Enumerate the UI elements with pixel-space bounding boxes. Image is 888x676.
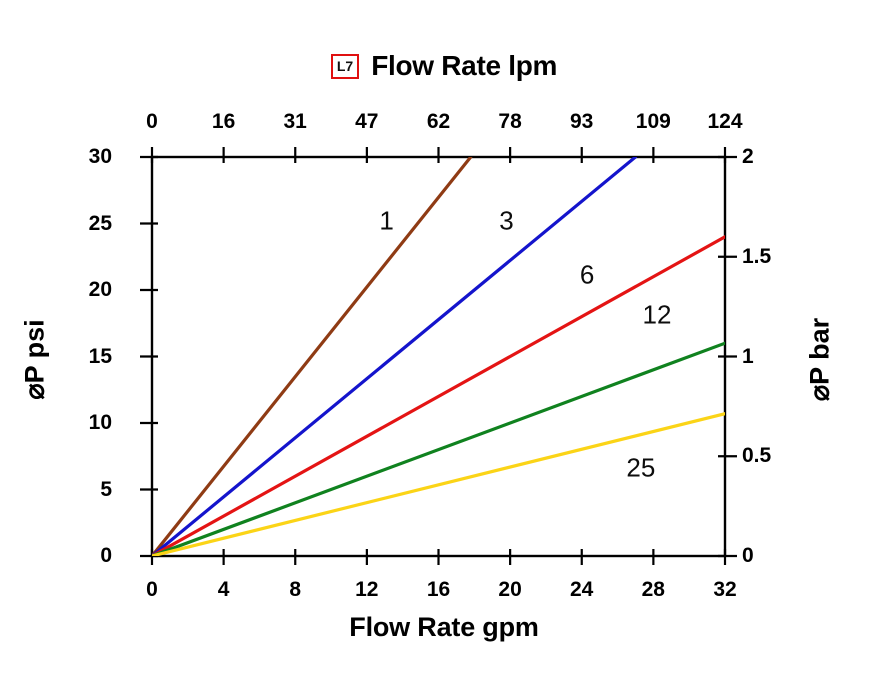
curve-3	[152, 157, 638, 556]
left-ticklabel: 0	[100, 544, 112, 567]
top-ticklabel: 124	[707, 110, 743, 133]
curve-6	[152, 235, 725, 556]
left-ticklabel: 30	[88, 145, 112, 168]
l7-badge: L7	[330, 53, 360, 79]
curve-label-3: 3	[499, 205, 514, 236]
curve-12	[152, 341, 725, 556]
top-axis-title: Flow Rate lpm	[371, 50, 558, 81]
right-ticklabel: 0.5	[742, 444, 772, 468]
bottom-ticklabel: 28	[641, 578, 665, 601]
bottom-ticklabel: 12	[355, 578, 379, 601]
right-ticklabel: 1	[742, 344, 754, 368]
curve-25	[152, 412, 725, 556]
right-ticklabel: 2	[742, 145, 754, 168]
top-ticklabel: 47	[355, 110, 379, 133]
curve-label-6: 6	[579, 259, 595, 290]
left-ticklabel: 5	[100, 477, 112, 501]
curve-label-12: 12	[642, 299, 672, 330]
top-ticklabel: 16	[211, 110, 236, 133]
curve-label-1: 1	[379, 205, 394, 236]
bottom-ticklabel: 8	[289, 578, 302, 601]
curve-1	[152, 157, 473, 556]
left-ticklabel: 25	[88, 211, 112, 235]
chart-top-title-row: L7 Flow Rate lpm	[0, 46, 888, 86]
bottom-ticklabel: 0	[146, 578, 158, 601]
right-ticklabel: 0	[742, 544, 754, 567]
top-ticklabel: 31	[283, 110, 307, 133]
bottom-axis-title: Flow Rate gpm	[349, 612, 539, 642]
curve-label-25: 25	[626, 452, 656, 483]
bottom-ticklabel: 20	[498, 578, 522, 601]
bottom-ticklabel: 16	[426, 578, 451, 601]
top-ticklabel: 109	[635, 110, 671, 133]
bottom-ticklabel: 4	[217, 578, 230, 601]
top-ticklabel: 0	[146, 110, 158, 133]
top-ticklabel: 78	[498, 110, 522, 133]
plot-frame-rect	[150, 155, 727, 558]
right-axis-ticklabels: 0 0.5 1 1.5 2	[742, 0, 812, 676]
top-ticklabel: 93	[570, 110, 594, 133]
top-ticklabel: 62	[426, 110, 451, 133]
right-ticklabel: 1.5	[742, 244, 772, 268]
plot-frame	[150, 155, 727, 558]
left-ticklabel: 15	[88, 344, 112, 368]
left-ticklabel: 20	[88, 278, 112, 301]
axis-ticks	[140, 147, 737, 565]
bottom-ticklabel: 32	[713, 578, 737, 601]
left-axis-ticklabels: 0 5 10 15 20 25 30	[44, 0, 112, 676]
bottom-ticklabel: 24	[570, 578, 594, 601]
data-curves	[152, 157, 725, 556]
left-ticklabel: 10	[88, 411, 112, 434]
